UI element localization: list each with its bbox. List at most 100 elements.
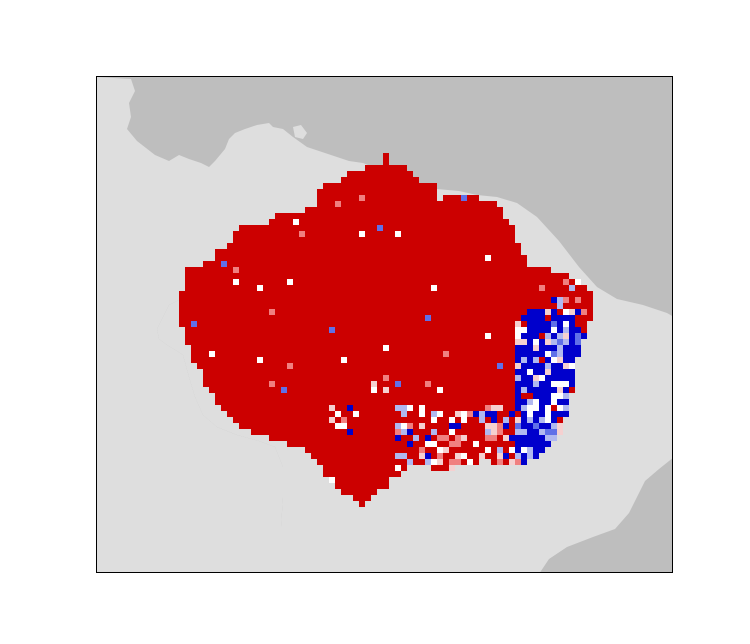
grid-cell	[383, 225, 389, 231]
grid-cell	[275, 363, 281, 369]
grid-cell	[299, 243, 305, 249]
grid-cell	[263, 261, 269, 267]
grid-cell	[425, 387, 431, 393]
grid-cell	[443, 441, 449, 447]
grid-cell	[317, 393, 323, 399]
grid-cell	[347, 249, 353, 255]
grid-cell	[545, 333, 551, 339]
grid-cell	[263, 357, 269, 363]
grid-cell	[539, 399, 545, 405]
grid-cell	[233, 417, 239, 423]
grid-cell	[209, 267, 215, 273]
grid-cell	[401, 255, 407, 261]
grid-cell	[431, 207, 437, 213]
grid-cell	[407, 435, 413, 441]
grid-cell	[239, 417, 245, 423]
grid-cell	[251, 225, 257, 231]
grid-cell	[521, 405, 527, 411]
grid-cell	[401, 369, 407, 375]
grid-cell	[449, 435, 455, 441]
grid-cell	[479, 273, 485, 279]
grid-cell	[503, 369, 509, 375]
grid-cell	[233, 285, 239, 291]
grid-cell	[413, 333, 419, 339]
grid-cell	[383, 171, 389, 177]
grid-cell	[461, 207, 467, 213]
grid-cell	[209, 357, 215, 363]
grid-cell	[581, 291, 587, 297]
grid-cell	[443, 405, 449, 411]
grid-cell	[245, 243, 251, 249]
grid-cell	[437, 267, 443, 273]
grid-cell	[545, 441, 551, 447]
grid-cell	[389, 327, 395, 333]
grid-cell	[581, 303, 587, 309]
grid-cell	[407, 207, 413, 213]
grid-cell	[299, 231, 305, 237]
grid-cell	[533, 381, 539, 387]
grid-cell	[365, 477, 371, 483]
grid-cell	[503, 453, 509, 459]
grid-cell	[461, 363, 467, 369]
grid-cell	[257, 231, 263, 237]
grid-cell	[437, 291, 443, 297]
grid-cell	[323, 183, 329, 189]
grid-cell	[341, 399, 347, 405]
grid-cell	[443, 375, 449, 381]
grid-cell	[359, 411, 365, 417]
grid-cell	[347, 333, 353, 339]
grid-cell	[341, 225, 347, 231]
grid-cell	[425, 321, 431, 327]
grid-cell	[353, 249, 359, 255]
grid-cell	[461, 435, 467, 441]
grid-cell	[419, 429, 425, 435]
grid-cell	[407, 339, 413, 345]
grid-cell	[323, 393, 329, 399]
grid-cell	[275, 303, 281, 309]
grid-cell	[533, 333, 539, 339]
grid-cell	[299, 381, 305, 387]
grid-cell	[377, 483, 383, 489]
grid-cell	[269, 309, 275, 315]
grid-cell	[437, 219, 443, 225]
grid-cell	[239, 405, 245, 411]
grid-cell	[383, 345, 389, 351]
grid-cell	[299, 363, 305, 369]
grid-cell	[209, 327, 215, 333]
grid-cell	[365, 333, 371, 339]
grid-cell	[395, 465, 401, 471]
grid-cell	[413, 459, 419, 465]
grid-cell	[341, 423, 347, 429]
grid-cell	[419, 309, 425, 315]
grid-cell	[329, 453, 335, 459]
grid-cell	[251, 357, 257, 363]
grid-cell	[509, 441, 515, 447]
grid-cell	[545, 273, 551, 279]
grid-cell	[539, 309, 545, 315]
grid-cell	[191, 315, 197, 321]
grid-cell	[503, 339, 509, 345]
grid-cell	[449, 453, 455, 459]
grid-cell	[455, 327, 461, 333]
grid-cell	[503, 375, 509, 381]
grid-cell	[467, 231, 473, 237]
grid-cell	[395, 291, 401, 297]
grid-cell	[425, 285, 431, 291]
grid-cell	[515, 267, 521, 273]
grid-cell	[515, 273, 521, 279]
grid-cell	[455, 441, 461, 447]
grid-cell	[443, 363, 449, 369]
grid-cell	[491, 363, 497, 369]
grid-cell	[419, 375, 425, 381]
grid-cell	[503, 357, 509, 363]
grid-cell	[437, 375, 443, 381]
grid-cell	[221, 357, 227, 363]
grid-cell	[299, 237, 305, 243]
grid-cell	[551, 303, 557, 309]
grid-cell	[233, 345, 239, 351]
grid-cell	[209, 375, 215, 381]
grid-cell	[467, 333, 473, 339]
grid-cell	[557, 357, 563, 363]
grid-cell	[245, 399, 251, 405]
grid-cell	[389, 165, 395, 171]
